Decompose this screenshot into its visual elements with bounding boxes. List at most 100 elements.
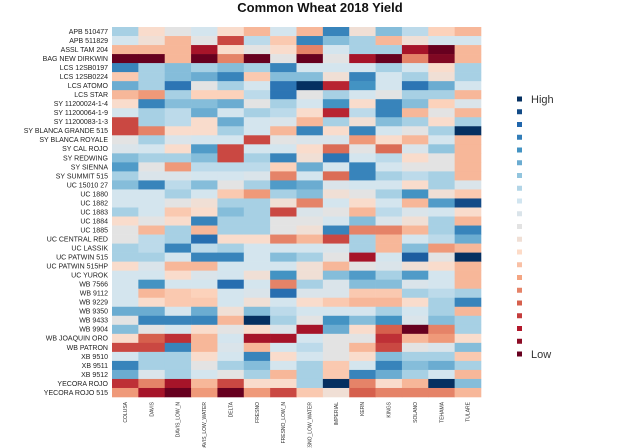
heatmap-cell (375, 333, 403, 344)
heatmap-cell (217, 360, 245, 371)
heatmap-cell (191, 180, 218, 190)
heatmap-cell (375, 108, 403, 118)
heatmap-cell (138, 36, 166, 46)
heatmap-cell (243, 153, 271, 163)
heatmap-cell (428, 162, 455, 172)
heatmap-cell (243, 72, 271, 82)
heatmap-cell (322, 342, 350, 353)
heatmap-cell (164, 297, 192, 308)
heatmap-cell (322, 216, 350, 226)
row-label: WB JOAQUIN ORO (46, 336, 109, 343)
heatmap-cell (138, 144, 166, 154)
heatmap-cell (191, 225, 218, 235)
heatmap-cell (428, 126, 455, 136)
heatmap-cell (296, 207, 324, 217)
heatmap-cell (191, 333, 218, 344)
heatmap-cell (454, 333, 482, 344)
heatmap-cell (454, 207, 482, 217)
heatmap-cell (428, 360, 455, 371)
heatmap-cell (112, 135, 139, 145)
heatmap-cell (217, 99, 245, 109)
column-label: FRESNO (255, 402, 261, 423)
heatmap-cell (243, 63, 271, 73)
heatmap-cell (296, 90, 324, 100)
heatmap-cell (138, 306, 166, 317)
heatmap-cell (217, 63, 245, 73)
heatmap-cell (454, 378, 482, 389)
heatmap-cell (270, 234, 297, 244)
heatmap-cell (322, 207, 350, 217)
heatmap-cell (270, 279, 297, 290)
heatmap-cell (112, 378, 139, 389)
heatmap-cell (375, 117, 403, 127)
heatmap-cell (296, 36, 324, 46)
heatmap-cell (164, 279, 192, 290)
heatmap-cell (191, 117, 218, 127)
heatmap-cell (217, 234, 245, 244)
heatmap-cell (349, 234, 376, 244)
heatmap-cell (428, 198, 455, 208)
heatmap-cell (454, 99, 482, 109)
heatmap-cell (454, 27, 482, 37)
heatmap-cell (243, 180, 271, 190)
heatmap-cell (138, 360, 166, 371)
heatmap-cell (322, 144, 350, 154)
heatmap-cell (164, 288, 192, 299)
heatmap-cell (270, 369, 297, 380)
heatmap-cell (164, 90, 192, 100)
heatmap-cell (428, 189, 455, 199)
row-label: UC 1882 (80, 200, 108, 207)
heatmap-cell (375, 369, 403, 380)
heatmap-cell (191, 144, 218, 154)
heatmap-cell (296, 234, 324, 244)
heatmap-cell (454, 297, 482, 308)
heatmap-cell (401, 45, 429, 55)
heatmap-cell (164, 81, 192, 91)
heatmap-cell (164, 189, 192, 199)
heatmap-cell (191, 243, 218, 253)
heatmap-cell (243, 135, 271, 145)
heatmap-cell (401, 288, 429, 299)
heatmap-cell (164, 378, 192, 389)
heatmap-cell (164, 27, 192, 37)
heatmap-cell (349, 207, 376, 217)
column-label: COLUSA (123, 401, 129, 422)
heatmap-cell (401, 297, 429, 308)
heatmap-cell (112, 342, 139, 353)
heatmap-cell (138, 315, 166, 326)
row-label: YECORA ROJO 515 (44, 390, 108, 397)
heatmap-cell (428, 36, 455, 46)
heatmap-cell (112, 387, 139, 398)
heatmap-cell (191, 288, 218, 299)
heatmap-cell (428, 216, 455, 226)
heatmap-cell (428, 351, 455, 362)
heatmap-cell (112, 63, 139, 73)
heatmap-cell (164, 72, 192, 82)
heatmap-cell (217, 144, 245, 154)
heatmap-cell (138, 261, 166, 271)
heatmap-cell (270, 315, 297, 326)
heatmap-cell (112, 180, 139, 190)
heatmap-cell (296, 216, 324, 226)
heatmap-cell (428, 378, 455, 389)
heatmap-cell (296, 279, 324, 290)
row-label: SY REDWING (63, 155, 108, 162)
heatmap-cell (375, 180, 403, 190)
heatmap-cell (401, 243, 429, 253)
heatmap-cell (296, 243, 324, 253)
heatmap-cell (217, 36, 245, 46)
heatmap-cell (138, 351, 166, 362)
heatmap-cell (349, 360, 376, 371)
heatmap-cell (138, 243, 166, 253)
heatmap-cell (296, 126, 324, 136)
heatmap-cell (112, 216, 139, 226)
heatmap-cell (322, 225, 350, 235)
heatmap-cell (454, 54, 482, 64)
heatmap-cell (428, 297, 455, 308)
heatmap-cell (164, 369, 192, 380)
heatmap-cell (217, 72, 245, 82)
heatmap-cell (322, 198, 350, 208)
heatmap-cell (164, 99, 192, 109)
heatmap-cell (270, 252, 297, 262)
heatmap-cell (375, 324, 403, 335)
